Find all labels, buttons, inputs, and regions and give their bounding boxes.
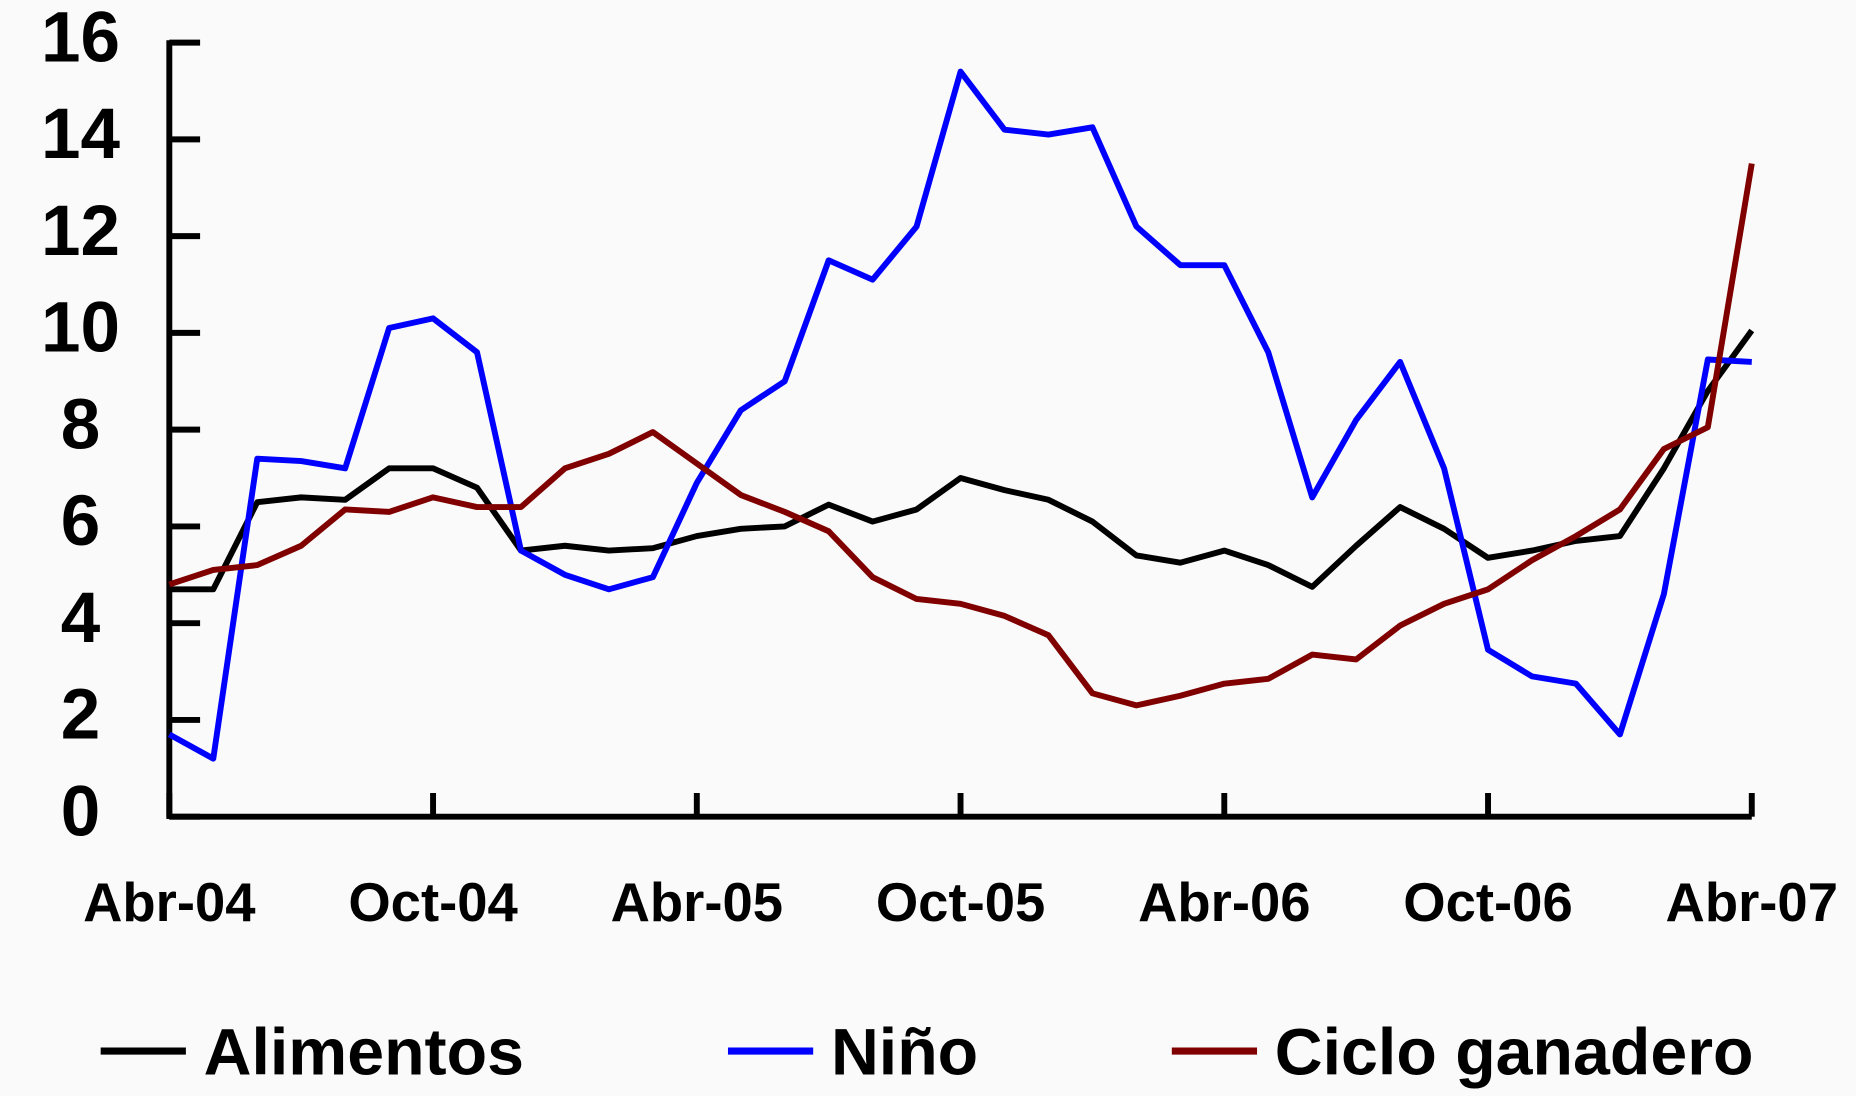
y-tick-label: 16 (41, 0, 120, 77)
x-tick-label: Abr-05 (611, 872, 783, 933)
y-tick-label: 12 (41, 192, 120, 271)
legend-label: Ciclo ganadero (1275, 1015, 1754, 1089)
x-tick-label: Abr-04 (83, 872, 255, 933)
legend-label: Niño (831, 1015, 978, 1089)
y-tick-label: 8 (61, 385, 100, 464)
y-tick-label: 14 (41, 95, 120, 174)
y-tick-label: 10 (41, 289, 120, 368)
x-tick-label: Oct-05 (876, 872, 1045, 933)
legend-label: Alimentos (204, 1015, 524, 1089)
series-line (167, 68, 1752, 762)
series-line (168, 163, 1755, 709)
y-tick-label: 0 (61, 772, 100, 851)
x-tick-label: Oct-06 (1403, 872, 1572, 933)
y-tick-label: 6 (61, 482, 100, 561)
x-tick-label: Oct-04 (348, 872, 517, 933)
series-line (169, 328, 1755, 593)
x-tick-label: Abr-06 (1138, 872, 1310, 933)
y-tick-label: 2 (61, 676, 100, 755)
y-tick-label: 4 (61, 579, 101, 658)
x-tick-label: Abr-07 (1666, 872, 1838, 933)
